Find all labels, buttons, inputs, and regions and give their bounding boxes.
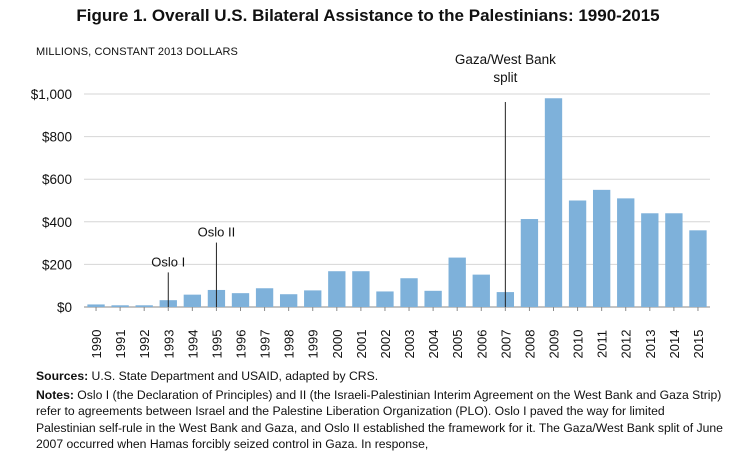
bar-2006 [472,274,490,307]
x-tick-label-2004: 2004 [426,330,441,359]
x-tick-label-2002: 2002 [378,330,393,359]
x-tick-label-1997: 1997 [258,330,273,359]
x-tick-label-2000: 2000 [330,330,345,359]
bar-1999 [304,290,322,307]
bar-2008 [520,219,539,307]
annotations: Oslo I Oslo II Gaza/West Bank split [151,52,556,307]
annotation-label-1995: Oslo II [198,225,236,240]
figure-title: Figure 1. Overall U.S. Bilateral Assista… [76,6,660,25]
bar-2005 [448,257,466,307]
bar-1998 [279,294,298,307]
bar-2012 [617,198,635,307]
bar-1991 [111,305,129,307]
x-tick-label-1996: 1996 [234,330,249,359]
x-tick-label-1995: 1995 [209,330,224,359]
bar-2001 [352,271,370,307]
y-tick-label-0: $0 [57,300,72,315]
x-tick-label-1999: 1999 [306,330,321,359]
sources-line: Sources: U.S. State Department and USAID… [36,368,726,385]
bar-2015 [689,230,707,307]
x-tick-label-2009: 2009 [547,330,562,359]
x-tick-label-2010: 2010 [571,330,586,359]
bar-2014 [665,213,683,307]
sources-text: U.S. State Department and USAID, adapted… [88,369,379,383]
x-tick-label-2003: 2003 [402,330,417,359]
x-tick-label-2012: 2012 [619,330,634,359]
notes-label: Notes: [36,387,74,402]
figure-notes: Sources: U.S. State Department and USAID… [36,368,726,455]
x-tick-label-2005: 2005 [450,330,465,359]
bar-2003 [400,278,418,307]
bar-1992 [135,305,153,307]
sources-label: Sources: [36,369,89,383]
y-tick-label-600: $600 [42,172,72,187]
bar-1994 [183,294,202,307]
x-tick-label-2013: 2013 [643,330,658,359]
x-tick-label-2006: 2006 [474,330,489,359]
annotation-label-2007-line-1: split [493,70,517,85]
x-axis: 1990 1991 1992 1993 1994 1995 1996 1997 1998 1999… [89,307,706,358]
x-tick-label-2008: 2008 [522,330,537,359]
x-tick-label-2014: 2014 [667,330,682,359]
bar-2004 [424,290,442,307]
bar-2011 [592,189,611,307]
bar-2009 [544,98,563,307]
y-tick-label-400: $400 [42,215,72,230]
x-tick-label-1991: 1991 [113,330,128,359]
x-tick-label-1998: 1998 [282,330,297,359]
x-tick-label-2001: 2001 [354,330,369,359]
annotation-label-2007-line-0: Gaza/West Bank [455,52,556,67]
bar-1990 [87,304,105,307]
bar-1997 [255,288,274,307]
y-axis-ticks: $0 $200 $400 $600 $800 $1,000 [31,87,72,315]
x-tick-label-1993: 1993 [161,330,176,359]
bar-2002 [376,291,394,307]
bars [87,98,707,307]
gridlines [84,93,710,308]
y-tick-label-200: $200 [42,257,72,272]
bar-2000 [328,271,346,307]
x-tick-label-2015: 2015 [691,330,706,359]
annotation-label-1993: Oslo I [151,254,185,269]
y-tick-label-1000: $1,000 [31,87,72,102]
bar-1996 [231,293,250,307]
bar-2013 [641,213,659,307]
bar-2010 [568,200,587,307]
bar-chart: $0$200$400$600$800$1,000 1990 1991 1992 199… [31,52,710,358]
notes-text: Oslo I (the Declaration of Principles) a… [36,387,723,452]
x-tick-label-1990: 1990 [89,330,104,359]
y-tick-label-800: $800 [42,130,72,145]
x-tick-label-2007: 2007 [498,330,513,359]
x-tick-label-1994: 1994 [185,330,200,359]
notes-paragraph: Notes: Oslo I (the Declaration of Princi… [36,387,726,453]
x-tick-label-1992: 1992 [137,330,152,359]
y-axis-units-label: MILLIONS, CONSTANT 2013 DOLLARS [36,46,238,58]
x-tick-label-2011: 2011 [595,330,610,358]
